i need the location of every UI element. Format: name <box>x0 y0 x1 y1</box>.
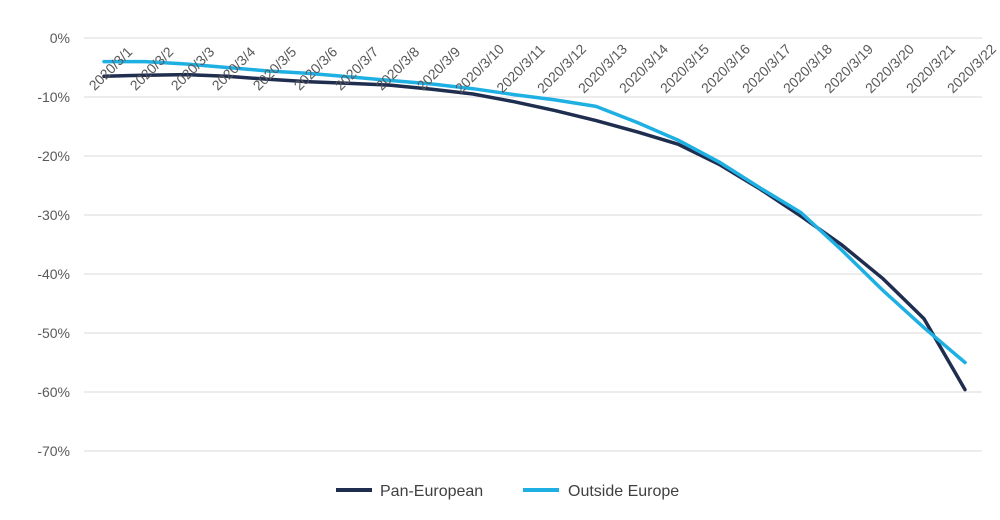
y-tick-label: -70% <box>37 443 70 459</box>
x-tick-label: 2020/3/2 <box>127 43 177 93</box>
x-axis-ticks: 2020/3/12020/3/22020/3/32020/3/42020/3/5… <box>86 41 1000 97</box>
gridlines <box>84 37 982 452</box>
y-tick-label: -30% <box>37 207 70 223</box>
y-tick-label: -20% <box>37 148 70 164</box>
series-line-pan-european <box>102 72 967 392</box>
series-line-outside-europe <box>102 59 967 365</box>
legend: Pan-European Outside Europe <box>336 483 679 500</box>
x-tick-label: 2020/3/6 <box>291 43 341 93</box>
x-tick-label: 2020/3/1 <box>86 43 136 93</box>
y-tick-label: -60% <box>37 384 70 400</box>
y-tick-label: -10% <box>37 89 70 105</box>
y-tick-label: -50% <box>37 325 70 341</box>
x-tick-label: 2020/3/3 <box>168 43 218 93</box>
legend-label: Outside Europe <box>568 483 679 500</box>
y-tick-label: 0% <box>50 30 70 46</box>
y-tick-label: -40% <box>37 266 70 282</box>
y-axis-ticks: 0% -10% -20% -30% -40% -50% -60% -70% <box>37 30 70 459</box>
legend-label: Pan-European <box>380 483 483 500</box>
series-lines <box>102 59 967 392</box>
